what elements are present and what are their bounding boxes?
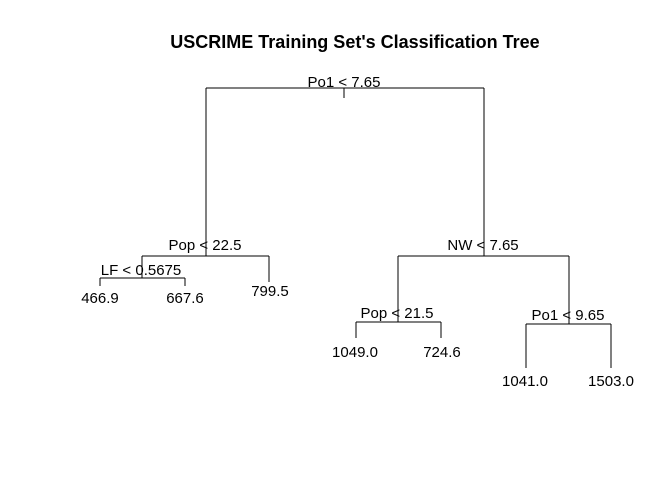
leaf-values: 466.9 667.6 799.5 1049.0 724.6 1041.0 15… xyxy=(81,283,634,390)
right-right-split: Po1 < 9.65 xyxy=(525,307,612,368)
right-left-split-label: Pop < 21.5 xyxy=(361,305,434,322)
leaf-node: 724.6 xyxy=(423,344,461,361)
left-split-label: Pop < 22.5 xyxy=(169,237,242,254)
left-left-split-label: LF < 0.5675 xyxy=(101,262,181,279)
right-split: NW < 7.65 xyxy=(397,237,570,324)
right-left-split: Pop < 21.5 xyxy=(355,305,442,338)
leaf-node: 799.5 xyxy=(251,283,289,300)
left-split: Pop < 22.5 xyxy=(141,237,270,282)
leaf-node: 1503.0 xyxy=(588,373,634,390)
root-split-label: Po1 < 7.65 xyxy=(308,74,381,91)
leaf-node: 466.9 xyxy=(81,290,119,307)
leaf-node: 667.6 xyxy=(166,290,204,307)
right-right-split-label: Po1 < 9.65 xyxy=(532,307,605,324)
root-split: Po1 < 7.65 xyxy=(205,74,485,256)
right-split-label: NW < 7.65 xyxy=(447,237,518,254)
leaf-node: 1041.0 xyxy=(502,373,548,390)
diagram-title: USCRIME Training Set's Classification Tr… xyxy=(170,32,539,52)
leaf-node: 1049.0 xyxy=(332,344,378,361)
left-left-split: LF < 0.5675 xyxy=(99,262,186,286)
